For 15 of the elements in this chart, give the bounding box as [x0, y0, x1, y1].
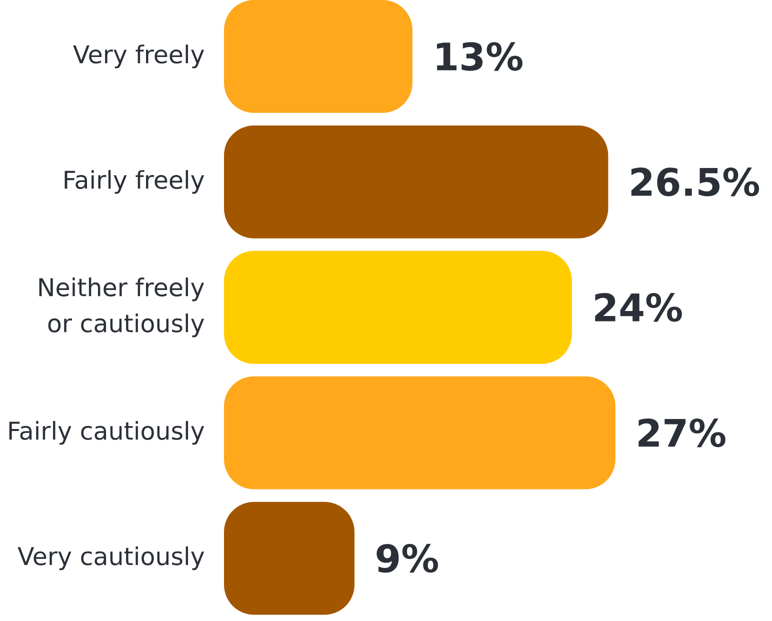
bar — [224, 125, 608, 238]
data-label: 9% — [376, 544, 438, 573]
bar — [224, 502, 354, 615]
data-label: 13% — [436, 42, 522, 71]
y-tick-label: Fairly cautiously — [9, 420, 204, 445]
y-tick-label: Very cautiously — [18, 546, 204, 570]
y-tick-label: Very freely — [73, 44, 204, 68]
bar — [224, 376, 616, 490]
y-tick-label: Fairly freely — [64, 170, 204, 194]
data-label: 26.5% — [631, 168, 760, 196]
bar — [224, 250, 572, 364]
data-label: 27% — [638, 418, 726, 448]
y-tick-label: Neither freely or cautiously — [39, 278, 204, 338]
bar — [224, 0, 412, 113]
data-label: 24% — [595, 293, 682, 322]
